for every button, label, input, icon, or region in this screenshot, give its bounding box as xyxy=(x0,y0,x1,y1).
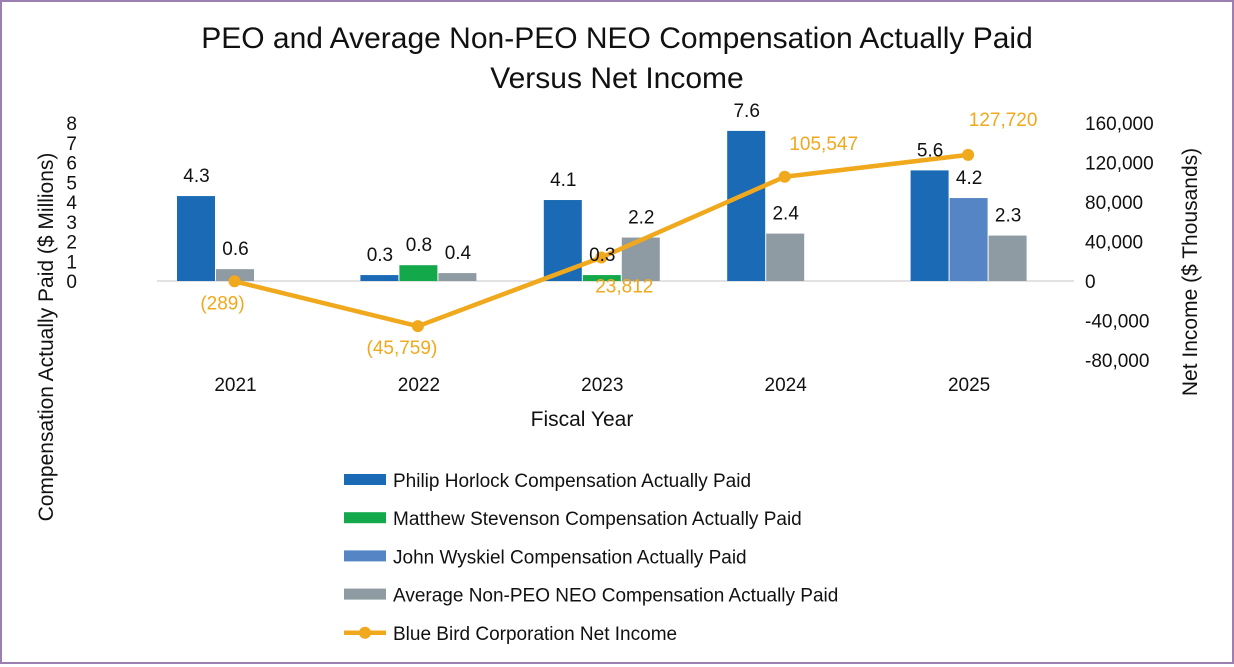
bar-data-label: 0.3 xyxy=(589,245,615,266)
y-tick-label: 1 xyxy=(66,252,77,273)
net-income-data-label: 23,812 xyxy=(595,276,653,297)
bar xyxy=(399,265,438,281)
x-tick-label: 2025 xyxy=(948,375,990,396)
bar-data-label: 0.6 xyxy=(222,239,248,260)
legend-label: Matthew Stevenson Compensation Actually … xyxy=(393,509,802,530)
y-tick-label: 3 xyxy=(66,213,77,234)
bar xyxy=(582,275,621,281)
x-tick-label: 2022 xyxy=(398,375,440,396)
y2-tick-label: -40,000 xyxy=(1085,312,1149,333)
bar xyxy=(727,130,766,281)
y-tick-label: 7 xyxy=(66,134,77,155)
net-income-data-label: 105,547 xyxy=(789,134,858,155)
bar xyxy=(988,235,1027,281)
x-tick-label: 2021 xyxy=(214,375,256,396)
y-tick-label: 2 xyxy=(66,233,77,254)
bar-data-label: 2.3 xyxy=(995,206,1021,227)
legend-swatch xyxy=(344,588,386,600)
bar-data-label: 2.4 xyxy=(772,204,799,225)
net-income-data-label: (289) xyxy=(200,293,244,314)
bar xyxy=(766,233,805,281)
legend-label: Philip Horlock Compensation Actually Pai… xyxy=(393,471,751,492)
bar-data-label: 0.8 xyxy=(406,235,432,256)
net-income-point xyxy=(411,320,424,333)
y2-tick-label: -80,000 xyxy=(1085,351,1149,372)
chart-title-line-1: PEO and Average Non-PEO NEO Compensation… xyxy=(201,22,1033,55)
y2-axis-title: Net Income ($ Thousands) xyxy=(1179,148,1202,396)
bar xyxy=(177,196,215,281)
bar xyxy=(910,170,949,281)
net-income-point xyxy=(228,275,241,288)
bars xyxy=(177,130,1027,281)
y2-tick-label: 80,000 xyxy=(1085,193,1143,214)
bar-data-label: 7.6 xyxy=(733,101,759,122)
bar-data-label: 0.4 xyxy=(445,243,472,264)
bar xyxy=(360,275,399,281)
net-income-point xyxy=(778,170,791,183)
legend-swatch xyxy=(344,512,386,524)
x-axis: 2021 2022 2023 2024 2025 xyxy=(214,375,990,396)
bar-data-label: 5.6 xyxy=(917,140,943,161)
y-tick-label: 8 xyxy=(66,114,77,135)
y2-tick-label: 160,000 xyxy=(1085,114,1154,135)
net-income-line xyxy=(228,148,975,333)
legend-label: John Wyskiel Compensation Actually Paid xyxy=(393,547,747,568)
y-axis-title: Compensation Actually Paid ($ Millions) xyxy=(35,153,58,522)
bar-data-label: 0.3 xyxy=(367,245,393,266)
y-tick-label: 0 xyxy=(66,272,77,293)
net-income-point xyxy=(595,251,608,264)
y2-tick-label: 0 xyxy=(1085,272,1096,293)
bar xyxy=(216,269,254,281)
net-income-data-label: 127,720 xyxy=(969,110,1038,131)
chart-title-line-2: Versus Net Income xyxy=(490,62,743,95)
legend-label: Blue Bird Corporation Net Income xyxy=(393,624,677,645)
net-income-data-label: (45,759) xyxy=(367,338,438,359)
y-tick-label: 6 xyxy=(66,154,77,175)
legend-swatch xyxy=(344,550,386,562)
legend: Philip Horlock Compensation Actually Pai… xyxy=(344,471,838,645)
net-income-point xyxy=(962,148,975,161)
y2-tick-label: 120,000 xyxy=(1085,154,1154,175)
bar-data-label: 4.2 xyxy=(956,168,982,189)
y-tick-label: 5 xyxy=(66,173,77,194)
data-labels: 4.3 0.3 4.1 7.6 5.6 0.8 0.3 4.2 0.6 0.4 2.2 2.4 2.3 (… xyxy=(183,101,1037,359)
bar-data-label: 4.1 xyxy=(550,170,576,191)
y-tick-label: 4 xyxy=(66,193,77,214)
y2-tick-label: 40,000 xyxy=(1085,233,1143,254)
net-income-polyline xyxy=(233,152,969,329)
bar-data-label: 4.3 xyxy=(183,166,209,187)
bar xyxy=(438,273,477,281)
bar-data-label: 2.2 xyxy=(628,208,654,229)
x-tick-label: 2024 xyxy=(765,375,808,396)
secondary-y-axis: -80,000 -40,000 0 40,000 80,000 120,000 160,00… xyxy=(1085,114,1154,372)
x-tick-label: 2023 xyxy=(581,375,623,396)
bar xyxy=(949,198,988,281)
x-axis-title: Fiscal Year xyxy=(531,408,634,431)
legend-line-marker xyxy=(359,626,371,639)
legend-swatch xyxy=(344,474,386,485)
legend-label: Average Non-PEO NEO Compensation Actuall… xyxy=(393,586,838,607)
